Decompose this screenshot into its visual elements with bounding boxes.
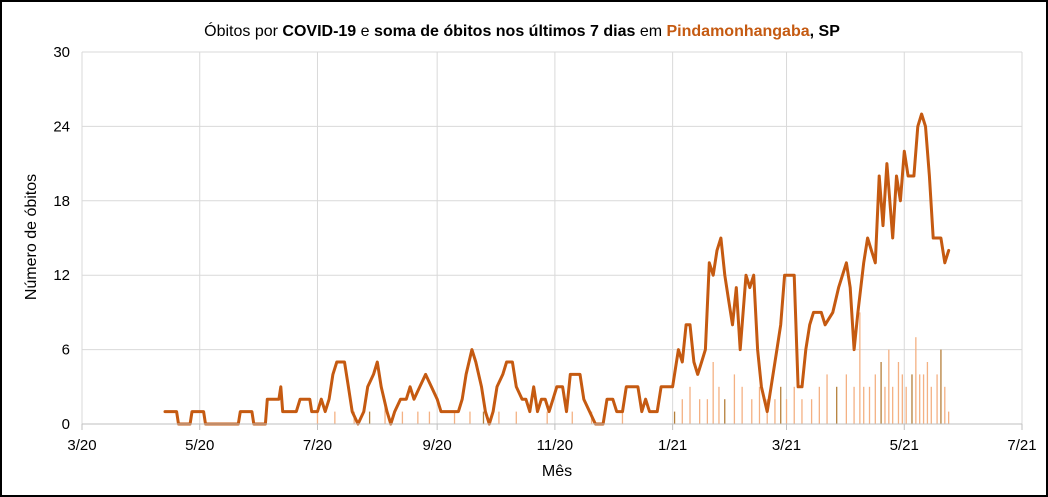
- y-tick-label: 6: [62, 342, 70, 359]
- x-tick-label: 11/20: [537, 437, 573, 454]
- chart-title: Óbitos por COVID-19 e soma de óbitos nos…: [204, 21, 840, 40]
- title-part: soma de óbitos nos últimos 7 dias: [374, 23, 635, 40]
- x-tick-label: 7/20: [303, 437, 332, 454]
- title-part: COVID-19: [282, 23, 356, 40]
- x-tick-label: 1/21: [658, 437, 687, 454]
- daily-deaths-bars: [316, 312, 950, 424]
- x-tick-label: 5/21: [890, 437, 919, 454]
- title-part: , SP: [810, 23, 841, 40]
- title-part: Óbitos por: [204, 21, 282, 40]
- y-tick-label: 18: [53, 193, 70, 210]
- y-tick-label: 0: [62, 416, 70, 433]
- x-axis-title: Mês: [542, 463, 572, 480]
- x-tick-label: 5/20: [185, 437, 214, 454]
- seven-day-sum-path: [163, 112, 951, 426]
- y-axis-title: Número de óbitos: [23, 174, 40, 300]
- x-tick-label: 3/20: [67, 437, 96, 454]
- y-tick-label: 24: [53, 118, 70, 135]
- axes: 0 6 12 18 24 30 3/20 5/20 7/20 9/20 11/20 1/21 3/21 5…: [53, 44, 1036, 454]
- seven-day-sum-line: [163, 112, 951, 426]
- y-tick-label: 12: [53, 267, 70, 284]
- title-part: Pindamonhangaba: [667, 23, 810, 40]
- y-tick-label: 30: [53, 44, 70, 61]
- title-part: em: [635, 23, 666, 40]
- x-tick-label: 3/21: [772, 437, 801, 454]
- grid: [81, 51, 1023, 424]
- title-part: e: [356, 23, 374, 40]
- x-tick-label: 9/20: [423, 437, 452, 454]
- x-tick-label: 7/21: [1007, 437, 1036, 454]
